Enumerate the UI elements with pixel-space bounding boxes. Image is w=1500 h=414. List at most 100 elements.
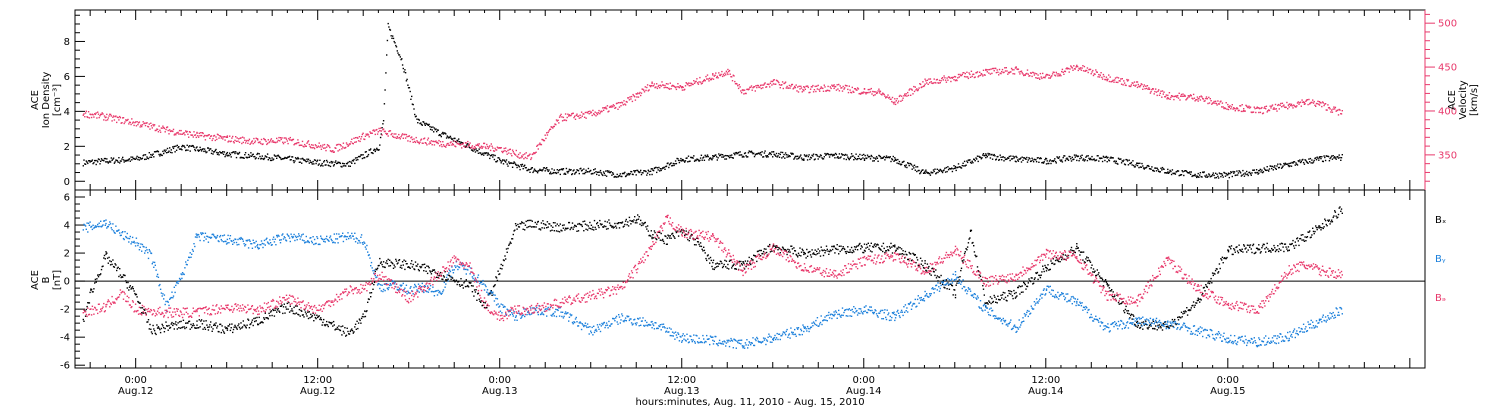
data-point bbox=[475, 151, 476, 152]
data-point bbox=[838, 253, 839, 254]
data-point bbox=[1113, 80, 1114, 81]
data-point bbox=[424, 123, 425, 124]
data-point bbox=[1012, 156, 1013, 157]
data-point bbox=[1077, 66, 1078, 67]
data-point bbox=[580, 168, 581, 169]
data-point bbox=[571, 227, 572, 228]
data-point bbox=[139, 159, 140, 160]
data-point bbox=[110, 264, 111, 265]
data-point bbox=[214, 323, 215, 324]
data-point bbox=[828, 254, 829, 255]
data-point bbox=[997, 156, 998, 157]
data-point bbox=[198, 327, 199, 328]
data-point bbox=[896, 160, 897, 161]
data-point bbox=[585, 170, 586, 171]
data-point bbox=[589, 228, 590, 229]
data-point bbox=[467, 143, 468, 144]
data-point bbox=[986, 155, 987, 156]
data-point bbox=[824, 85, 825, 86]
data-point bbox=[326, 160, 327, 161]
data-point bbox=[1031, 158, 1032, 159]
data-point bbox=[974, 159, 975, 160]
data-point bbox=[706, 78, 707, 79]
data-point bbox=[308, 159, 309, 160]
data-point bbox=[541, 222, 542, 223]
data-point bbox=[115, 115, 116, 116]
data-point bbox=[1076, 160, 1077, 161]
data-point bbox=[458, 281, 459, 282]
data-point bbox=[124, 121, 125, 122]
data-point bbox=[818, 252, 819, 253]
data-point bbox=[505, 147, 506, 148]
data-point bbox=[1214, 177, 1215, 178]
data-point bbox=[803, 160, 804, 161]
data-point bbox=[1029, 75, 1030, 76]
data-point bbox=[272, 140, 273, 141]
data-point bbox=[989, 69, 990, 70]
data-point bbox=[347, 331, 348, 332]
data-point bbox=[868, 249, 869, 250]
data-point bbox=[796, 158, 797, 159]
data-point bbox=[254, 321, 255, 322]
data-point bbox=[206, 324, 207, 325]
data-point bbox=[1258, 173, 1259, 174]
data-point bbox=[815, 158, 816, 159]
data-point bbox=[340, 326, 341, 327]
data-point bbox=[943, 75, 944, 76]
data-point bbox=[130, 122, 131, 123]
data-point bbox=[989, 153, 990, 154]
data-point bbox=[178, 146, 179, 147]
data-point bbox=[1090, 158, 1091, 159]
data-point bbox=[281, 137, 282, 138]
data-point bbox=[542, 169, 543, 170]
data-point bbox=[201, 319, 202, 320]
data-point bbox=[553, 172, 554, 173]
data-point bbox=[773, 151, 774, 152]
data-point bbox=[847, 246, 848, 247]
data-point bbox=[854, 246, 855, 247]
data-point bbox=[281, 306, 282, 307]
data-point bbox=[254, 156, 255, 157]
data-point bbox=[702, 160, 703, 161]
data-point bbox=[343, 331, 344, 332]
data-point bbox=[297, 142, 298, 143]
data-point bbox=[745, 266, 746, 267]
data-point bbox=[1170, 171, 1171, 172]
data-point bbox=[1049, 75, 1050, 76]
data-point bbox=[1146, 88, 1147, 89]
data-point bbox=[867, 92, 868, 93]
data-point bbox=[934, 169, 935, 170]
data-point bbox=[406, 136, 407, 137]
data-point bbox=[218, 152, 219, 153]
data-point bbox=[372, 133, 373, 134]
data-point bbox=[403, 68, 404, 69]
data-point bbox=[897, 102, 898, 103]
data-point bbox=[379, 258, 380, 259]
data-point bbox=[863, 154, 864, 155]
data-point bbox=[638, 219, 639, 220]
data-point bbox=[1079, 69, 1080, 70]
data-point bbox=[122, 277, 123, 278]
data-point bbox=[414, 269, 415, 270]
data-point bbox=[175, 134, 176, 135]
data-point bbox=[566, 120, 567, 121]
data-point bbox=[718, 153, 719, 154]
data-point bbox=[899, 247, 900, 248]
data-point bbox=[149, 157, 150, 158]
data-point bbox=[921, 260, 922, 261]
data-point bbox=[1235, 110, 1236, 111]
data-point bbox=[1009, 160, 1010, 161]
data-point bbox=[1007, 74, 1008, 75]
data-point bbox=[252, 319, 253, 320]
data-point bbox=[1284, 164, 1285, 165]
data-point bbox=[1038, 77, 1039, 78]
data-point bbox=[1071, 160, 1072, 161]
data-point bbox=[460, 144, 461, 145]
data-point bbox=[1329, 107, 1330, 108]
data-point bbox=[1040, 73, 1041, 74]
data-point bbox=[606, 176, 607, 177]
data-point bbox=[884, 252, 885, 253]
data-point bbox=[736, 83, 737, 84]
data-point bbox=[705, 258, 706, 259]
